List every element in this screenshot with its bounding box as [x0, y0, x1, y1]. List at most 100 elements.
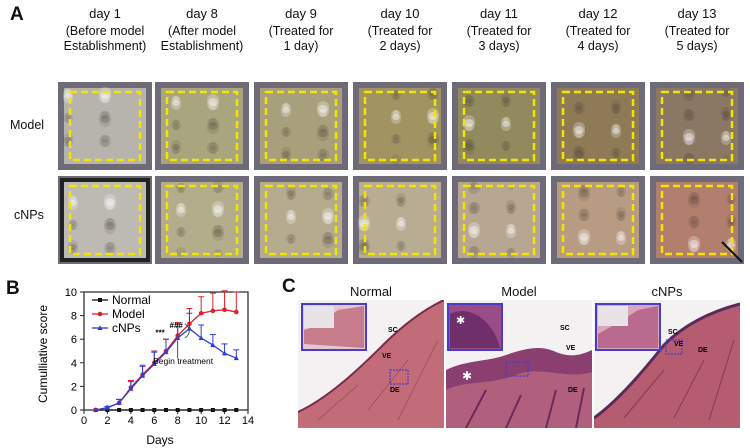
row-label-model: Model [10, 118, 45, 132]
data-point [128, 385, 134, 391]
photo-tile-cnps [254, 176, 348, 264]
significance-stars: *** [155, 329, 165, 338]
photo-tile-model [353, 82, 447, 170]
panel-b-letter: B [6, 278, 20, 299]
panel-a-letter: A [10, 4, 24, 25]
photo-tile-model [254, 82, 348, 170]
column-desc-line2: 2 days) [379, 39, 421, 53]
y-tick-label: 6 [71, 334, 77, 346]
histology-model: ✱ ✱ SC VE DE [446, 300, 592, 428]
label-model-de: DE [568, 387, 578, 394]
significance-bracket [184, 323, 190, 339]
data-point [116, 400, 122, 405]
y-axis-label: Cumulliative score [36, 305, 50, 403]
data-point [163, 349, 169, 355]
column-desc-line2: Establishment) [63, 39, 147, 53]
data-point [222, 408, 227, 412]
data-point [210, 408, 215, 412]
svg-text:✱: ✱ [456, 314, 465, 327]
photo-tile-cnps [58, 176, 152, 264]
column-desc-line1: (Treated for [466, 24, 532, 38]
photo-tile-model [58, 82, 152, 170]
histology-normal: SC VE DE [298, 300, 444, 428]
data-point [221, 350, 228, 356]
data-point [139, 372, 146, 378]
data-point [105, 408, 110, 412]
photo-tile-cnps [452, 176, 546, 264]
data-point [151, 361, 157, 366]
photo-tile-cnps [155, 176, 249, 264]
significance-hashes: ### [170, 321, 184, 330]
y-tick-label: 4 [71, 358, 77, 370]
y-tick-label: 2 [71, 381, 77, 393]
data-point [233, 355, 239, 361]
y-tick-label: 0 [71, 405, 77, 417]
data-point [128, 408, 133, 412]
label-normal-de: DE [390, 387, 400, 394]
label-model-sc: SC [560, 325, 570, 332]
column-desc-line1: (Treated for [664, 24, 730, 38]
data-point [199, 408, 204, 412]
y-tick-label: 10 [65, 287, 77, 299]
column-day-label: day 13 [677, 6, 717, 21]
data-point [234, 408, 239, 412]
x-tick-label: 0 [81, 415, 87, 427]
y-tick-label: 8 [71, 311, 77, 323]
column-day-label: day 10 [380, 6, 420, 21]
svg-text:✱: ✱ [462, 369, 472, 383]
label-cnps-ve: VE [674, 341, 684, 348]
data-point [164, 408, 168, 412]
column-day-label: day 8 [186, 6, 218, 21]
arrow-pointer [721, 241, 743, 263]
panel-c-letter: C [282, 276, 296, 297]
photo-tile-cnps [353, 176, 447, 264]
column-header: day 12 (Treated for 4 days) [548, 6, 648, 54]
data-point [140, 408, 145, 412]
histology-cnps: SC VE DE [594, 300, 740, 428]
label-normal-ve: VE [382, 353, 392, 360]
tissue-cnps [594, 304, 740, 428]
x-tick-label: 14 [242, 415, 254, 427]
data-point [117, 408, 122, 412]
data-point [152, 408, 157, 412]
column-day-label: day 9 [285, 6, 317, 21]
annotation-begin-treatment: Begin treatment [153, 356, 214, 366]
column-header: day 11 (Treated for 3 days) [449, 6, 549, 54]
column-desc-line2: 1 day) [283, 39, 319, 53]
data-point [233, 309, 239, 315]
row-label-cnps: cNPs [14, 208, 44, 222]
photo-tile-model [650, 82, 744, 170]
column-header: day 10 (Treated for 2 days) [350, 6, 450, 54]
data-point [186, 325, 193, 331]
data-point [198, 335, 204, 341]
x-tick-label: 6 [151, 415, 157, 427]
photo-tile-model [551, 82, 645, 170]
column-desc-line2: 4 days) [577, 39, 619, 53]
column-desc-line1: (After model [167, 24, 237, 38]
column-desc-line2: Establishment) [160, 39, 244, 53]
data-point [175, 335, 181, 341]
column-day-label: day 1 [89, 6, 121, 21]
x-tick-label: 2 [104, 415, 110, 427]
data-point [175, 408, 180, 412]
data-point [198, 310, 204, 316]
column-header: day 9 (Treated for 1 day) [251, 6, 351, 54]
data-point [210, 308, 216, 314]
photo-tile-cnps [650, 176, 744, 264]
column-header: day 1 (Before model Establishment) [55, 6, 155, 54]
column-desc-line1: (Treated for [367, 24, 433, 38]
column-header: day 8 (After model Establishment) [152, 6, 252, 54]
photo-tile-model [155, 82, 249, 170]
label-normal-sc: SC [388, 327, 398, 334]
x-tick-label: 4 [128, 415, 134, 427]
data-point [210, 342, 216, 348]
column-desc-line1: (Treated for [268, 24, 334, 38]
x-tick-label: 12 [218, 415, 230, 427]
column-day-label: day 12 [578, 6, 618, 21]
x-tick-label: 10 [195, 415, 207, 427]
legend-entry-model: Model [112, 307, 145, 321]
histo-title-cnps: cNPs [651, 284, 683, 299]
legend-entry-cnps: cNPs [112, 321, 141, 335]
column-desc-line1: (Before model [65, 24, 145, 38]
photo-tile-cnps [551, 176, 645, 264]
